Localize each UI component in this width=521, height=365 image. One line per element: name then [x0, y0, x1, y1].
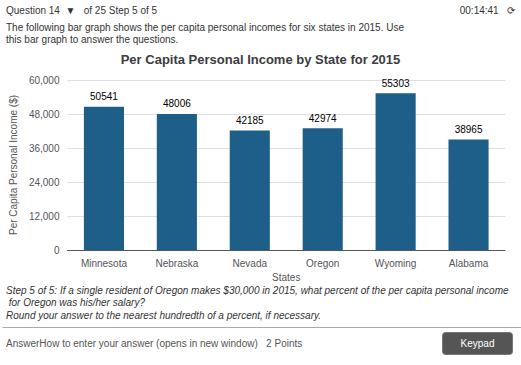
svg-text:48006: 48006	[163, 98, 191, 109]
svg-text:Keypad: Keypad	[461, 338, 495, 349]
svg-text:Nebraska: Nebraska	[155, 258, 198, 269]
svg-text:Step 5 of 5: If a single resid: Step 5 of 5: If a single resident of Ore…	[6, 285, 509, 296]
svg-text:Minnesota: Minnesota	[81, 258, 128, 269]
svg-text:The following bar graph shows: The following bar graph shows the per ca…	[6, 22, 407, 33]
svg-text:0: 0	[54, 245, 60, 256]
svg-text:Oregon: Oregon	[306, 258, 339, 269]
svg-text:Question 14 ▼ of 25 Step 5: Question 14 ▼ of 25 Step 5 of 5	[6, 5, 158, 16]
svg-text:00:14:41 ⟳: 00:14:41 ⟳	[460, 5, 516, 16]
svg-text:Per Capita Personal Income by: Per Capita Personal Income by State for …	[121, 52, 401, 67]
svg-text:States: States	[272, 272, 300, 283]
svg-text:60,000: 60,000	[29, 75, 60, 86]
svg-text:this bar graph to answer the q: this bar graph to answer the questions.	[6, 34, 178, 45]
svg-text:50541: 50541	[90, 91, 118, 102]
svg-text:36,000: 36,000	[29, 143, 60, 154]
svg-text:55303: 55303	[382, 78, 410, 89]
svg-text:AnswerHow to enter your answer: AnswerHow to enter your answer (opens in…	[6, 338, 302, 349]
svg-text:Alabama: Alabama	[449, 258, 489, 269]
svg-text:42974: 42974	[309, 113, 337, 124]
svg-text:48,000: 48,000	[29, 109, 60, 120]
svg-text:38965: 38965	[455, 124, 483, 135]
svg-text:24,000: 24,000	[29, 177, 60, 188]
svg-text:Wyoming: Wyoming	[375, 258, 417, 269]
svg-text:for Oregon was his/her salary?: for Oregon was his/her salary?	[6, 297, 145, 308]
svg-text:42185: 42185	[236, 115, 264, 126]
svg-text:Round your answer to the neare: Round your answer to the nearest hundred…	[6, 310, 321, 321]
svg-text:12,000: 12,000	[29, 211, 60, 222]
svg-text:Per Capita Personal Income ($): Per Capita Personal Income ($)	[8, 95, 19, 235]
svg-text:Nevada: Nevada	[233, 258, 268, 269]
